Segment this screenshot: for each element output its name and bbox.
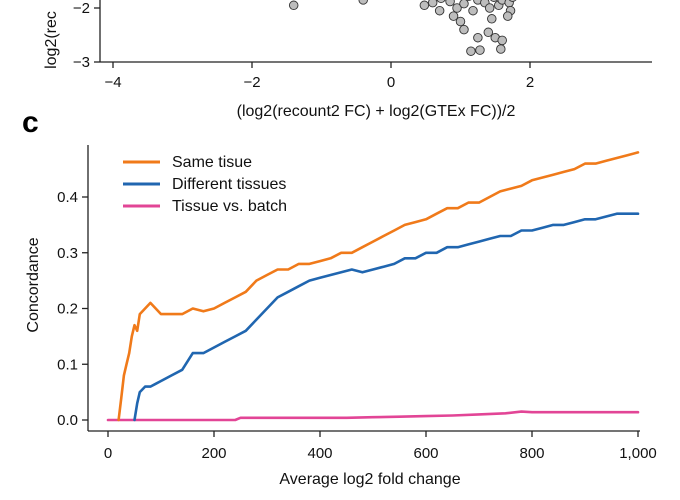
y-tick-label: 0.3 xyxy=(57,245,78,262)
y-axis-title: Concordance xyxy=(25,237,42,332)
legend: Same tisue Different tissues Tissue vs. ba… xyxy=(123,154,287,215)
top-y-tick-label: −2 xyxy=(73,0,90,17)
scatter-point xyxy=(475,45,485,55)
x-tick-label: 800 xyxy=(519,445,544,462)
scatter-point xyxy=(487,14,497,24)
top-panel-y-axis-label: log2(rec xyxy=(43,11,60,69)
scatter-point xyxy=(445,0,455,7)
series-line-different-tissues xyxy=(133,212,640,422)
y-tick-label: 0.2 xyxy=(57,301,78,318)
scatter-point xyxy=(497,35,507,46)
top-x-tick-label: −2 xyxy=(243,74,260,91)
scatter-point xyxy=(497,0,507,5)
top-y-tick-label: −3 xyxy=(73,54,90,71)
x-tick-label: 200 xyxy=(201,445,226,462)
x-tick-label: 400 xyxy=(307,445,332,462)
series-lines xyxy=(106,151,640,422)
scatter-point xyxy=(490,0,498,2)
scatter-point xyxy=(468,5,478,16)
legend-label-different-tissues: Different tissues xyxy=(172,176,286,193)
y-tick-label: 0.4 xyxy=(57,189,78,206)
scatter-point xyxy=(473,0,483,5)
scatter-point xyxy=(419,0,430,11)
y-tick-label: 0.1 xyxy=(57,356,78,373)
series-line-tissue-vs-batch xyxy=(106,410,640,422)
scatter-point xyxy=(452,3,462,13)
legend-label-tissue-vs-batch: Tissue vs. batch xyxy=(172,198,287,215)
top-panel: log2(rec −2 −3 −4 −2 0 2 (log2(recount2 FC) … xyxy=(43,0,652,120)
scatter-point xyxy=(448,11,459,21)
top-x-tick-label: −4 xyxy=(104,74,121,91)
x-tick-label: 600 xyxy=(413,445,438,462)
x-axis-ticks: 0 200 400 600 800 1,000 xyxy=(104,431,657,462)
scatter-point xyxy=(455,16,466,27)
scatter-point xyxy=(466,46,476,56)
scatter-point xyxy=(473,32,483,43)
scatter-point xyxy=(484,3,495,13)
scatter-point xyxy=(358,0,368,5)
y-tick-label: 0.0 xyxy=(57,412,78,429)
scatter-point xyxy=(483,27,494,38)
legend-label-same-tisue: Same tisue xyxy=(172,154,252,171)
scatter-point xyxy=(496,44,506,54)
x-tick-label: 1,000 xyxy=(619,445,657,462)
scatter-point xyxy=(288,0,299,11)
top-panel-x-axis-label: (log2(recount2 FC) + log2(GTEx FC))/2 xyxy=(237,103,516,120)
scatter-point xyxy=(427,0,438,8)
series-line-same-tisue xyxy=(117,151,640,422)
x-tick-label: 0 xyxy=(104,445,112,462)
scatter-point xyxy=(503,11,513,21)
scatter-point xyxy=(434,5,445,16)
scatter-point xyxy=(436,0,446,4)
scatter-point xyxy=(459,0,469,9)
top-panel-points xyxy=(288,0,517,56)
top-x-tick-label: 2 xyxy=(526,74,534,91)
panel-letter: c xyxy=(22,106,39,139)
scatter-point xyxy=(508,0,517,2)
top-panel-y-ticks: −2 −3 xyxy=(73,0,100,71)
top-x-tick-label: 0 xyxy=(387,74,395,91)
top-panel-x-ticks: −4 −2 0 2 xyxy=(104,62,534,91)
y-axis-ticks: 0.0 0.1 0.2 0.3 0.4 xyxy=(57,189,88,429)
x-axis-title: Average log2 fold change xyxy=(279,471,460,488)
concordance-chart: 0.0 0.1 0.2 0.3 0.4 0 200 400 600 800 1,000 Conco… xyxy=(25,145,657,488)
scatter-point xyxy=(459,24,469,35)
